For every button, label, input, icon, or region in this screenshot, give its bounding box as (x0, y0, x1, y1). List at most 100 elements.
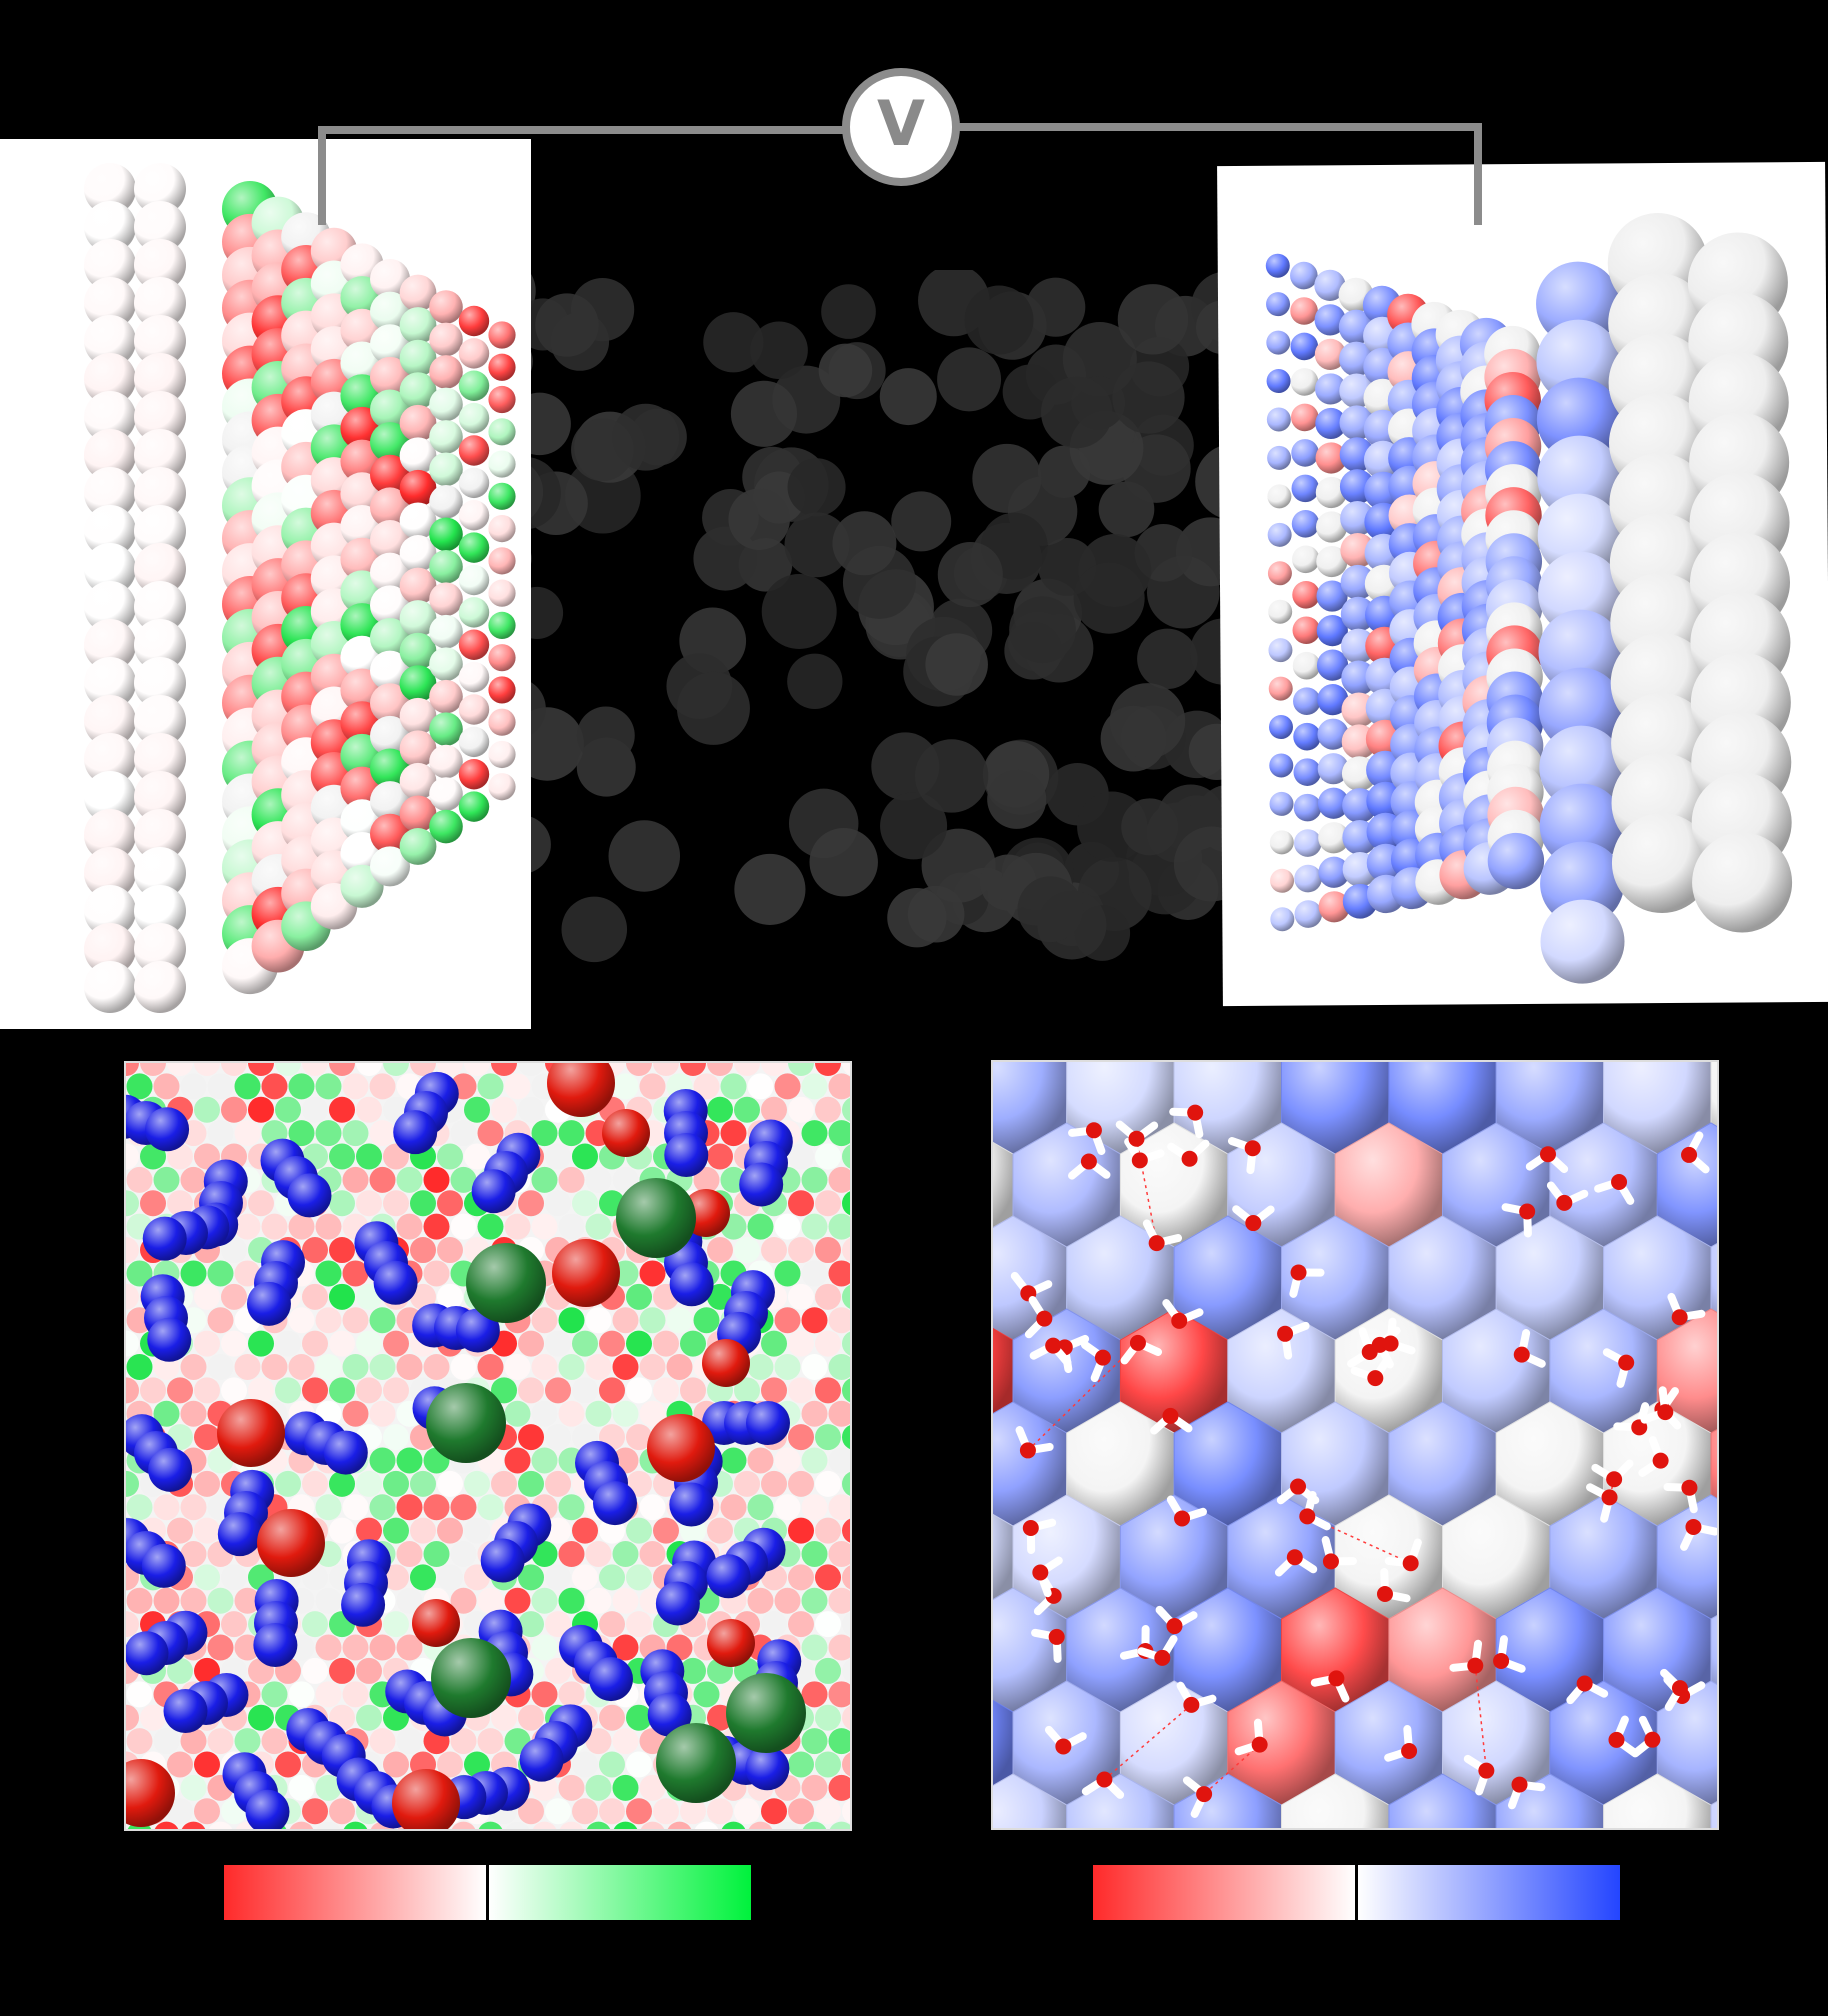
red-ion (257, 1509, 325, 1577)
surface-atom (410, 1190, 436, 1217)
surface-atom (761, 1377, 787, 1404)
water-oxygen (1401, 1742, 1418, 1759)
surface-atom (788, 1237, 814, 1264)
blue-ion (669, 1262, 714, 1307)
electrode-atom (1294, 900, 1323, 928)
surface-atom (572, 1190, 598, 1217)
water-oxygen (1361, 1343, 1378, 1360)
electrode-atom (458, 661, 490, 693)
green-ion (431, 1638, 511, 1718)
surface-atom (828, 1494, 850, 1521)
electrode-atom (84, 467, 136, 519)
surface-atom (815, 1330, 841, 1357)
water-oxygen (1183, 1696, 1200, 1713)
surface-atom (383, 1517, 409, 1544)
blue-ion (163, 1689, 208, 1734)
surface-atom (815, 1517, 841, 1544)
surface-atom (126, 1166, 153, 1193)
surface-atom (842, 1144, 850, 1169)
electrode-atom (399, 469, 437, 507)
electrode-atom (1538, 551, 1623, 636)
electrolyte-molecule (925, 633, 988, 696)
surface-atom (167, 1751, 193, 1778)
electrode-atom (1539, 783, 1624, 868)
surface-atom (477, 1587, 504, 1614)
electrode-atom (84, 391, 136, 443)
surface-atom (342, 1494, 369, 1521)
surface-atom (572, 1798, 598, 1825)
surface-atom (639, 1073, 666, 1100)
surface-atom (329, 1143, 355, 1170)
surface-atom (653, 1517, 679, 1544)
electrolyte-molecule (937, 347, 1002, 412)
surface-atom (491, 1377, 517, 1404)
electrode-atom (488, 515, 516, 543)
surface-atom (721, 1821, 746, 1829)
surface-atom (140, 1143, 166, 1170)
electrolyte-molecule (914, 739, 989, 813)
electrode-atom (1292, 616, 1321, 645)
water-oxygen (1045, 1337, 1062, 1354)
electrode-atom (1292, 545, 1320, 574)
surface-atom (450, 1120, 477, 1147)
electrode-atom (399, 665, 437, 703)
surface-atom (207, 1073, 234, 1100)
surface-atom (478, 1821, 503, 1829)
electrode-atom (1294, 864, 1322, 893)
surface-atom (720, 1120, 747, 1147)
electrode-atom (134, 733, 186, 785)
water-oxygen (1085, 1122, 1102, 1139)
surface-atom (126, 1330, 139, 1357)
electrode-atom (84, 847, 136, 899)
electrode-atom (399, 535, 437, 572)
electrolyte-molecule (887, 888, 947, 948)
electrolyte-molecule (891, 491, 952, 552)
surface-atom (342, 1400, 369, 1427)
electrolyte-molecule (1137, 628, 1198, 690)
right-electrode-atoms (1265, 213, 1793, 984)
surface-atom (801, 1728, 828, 1755)
electrolyte-molecule (921, 828, 996, 903)
surface-atom (518, 1063, 544, 1076)
electrode-atom (1317, 718, 1349, 750)
right-charge-colorbar (1093, 1865, 1620, 1920)
surface-atom (518, 1470, 544, 1497)
electrode-atom (399, 828, 437, 865)
surface-atom (153, 1494, 180, 1521)
surface-cell (1710, 1800, 1717, 1828)
surface-atom (653, 1798, 679, 1825)
electrolyte-molecule (728, 488, 790, 551)
surface-atom (842, 1752, 850, 1777)
electrode-atom (429, 809, 463, 844)
water-oxygen (1244, 1140, 1261, 1157)
electrode-atom (399, 730, 437, 768)
electrode-atom (488, 385, 516, 414)
electrode-atom (1316, 615, 1348, 647)
surface-atom (585, 1774, 612, 1801)
surface-atom (194, 1517, 220, 1544)
hydrogen-bond (1306, 1515, 1411, 1564)
electrode-atom (1692, 832, 1793, 933)
surface-atom (828, 1728, 850, 1755)
electrode-atom (429, 614, 463, 649)
surface-atom (828, 1120, 850, 1147)
electrolyte-molecule (676, 671, 750, 745)
electrode-atom (84, 429, 136, 481)
electrode-atom (134, 619, 186, 671)
surface-atom (774, 1587, 801, 1614)
surface-atom (369, 1634, 396, 1661)
surface-atom (518, 1096, 544, 1123)
surface-atom (558, 1213, 585, 1240)
surface-atom (221, 1564, 247, 1591)
red-ion (547, 1063, 615, 1117)
electrode-atom (458, 435, 490, 466)
surface-atom (477, 1120, 504, 1147)
surface-atom (248, 1377, 274, 1404)
water-oxygen (1048, 1628, 1065, 1645)
surface-atom (437, 1517, 463, 1544)
surface-atom (369, 1073, 396, 1100)
surface-atom (140, 1190, 166, 1217)
surface-atom (734, 1063, 760, 1076)
surface-atom (302, 1283, 328, 1310)
surface-atom (315, 1260, 342, 1287)
